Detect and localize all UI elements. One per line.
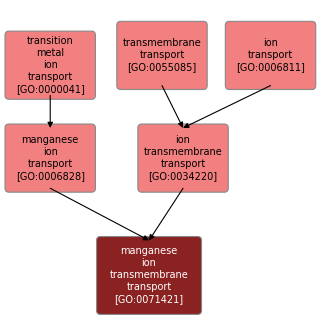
Text: transmembrane
transport
[GO:0055085]: transmembrane transport [GO:0055085] xyxy=(122,38,202,72)
Text: ion
transmembrane
transport
[GO:0034220]: ion transmembrane transport [GO:0034220] xyxy=(144,135,223,181)
FancyBboxPatch shape xyxy=(97,237,202,314)
Text: transition
metal
ion
transport
[GO:0000041]: transition metal ion transport [GO:00000… xyxy=(16,36,85,94)
FancyBboxPatch shape xyxy=(5,124,95,192)
FancyBboxPatch shape xyxy=(117,22,207,90)
Text: ion
transport
[GO:0006811]: ion transport [GO:0006811] xyxy=(236,38,305,72)
FancyBboxPatch shape xyxy=(5,31,95,99)
FancyBboxPatch shape xyxy=(138,124,228,192)
FancyBboxPatch shape xyxy=(226,22,316,90)
Text: manganese
ion
transport
[GO:0006828]: manganese ion transport [GO:0006828] xyxy=(16,135,85,181)
Text: manganese
ion
transmembrane
transport
[GO:0071421]: manganese ion transmembrane transport [G… xyxy=(110,246,189,304)
